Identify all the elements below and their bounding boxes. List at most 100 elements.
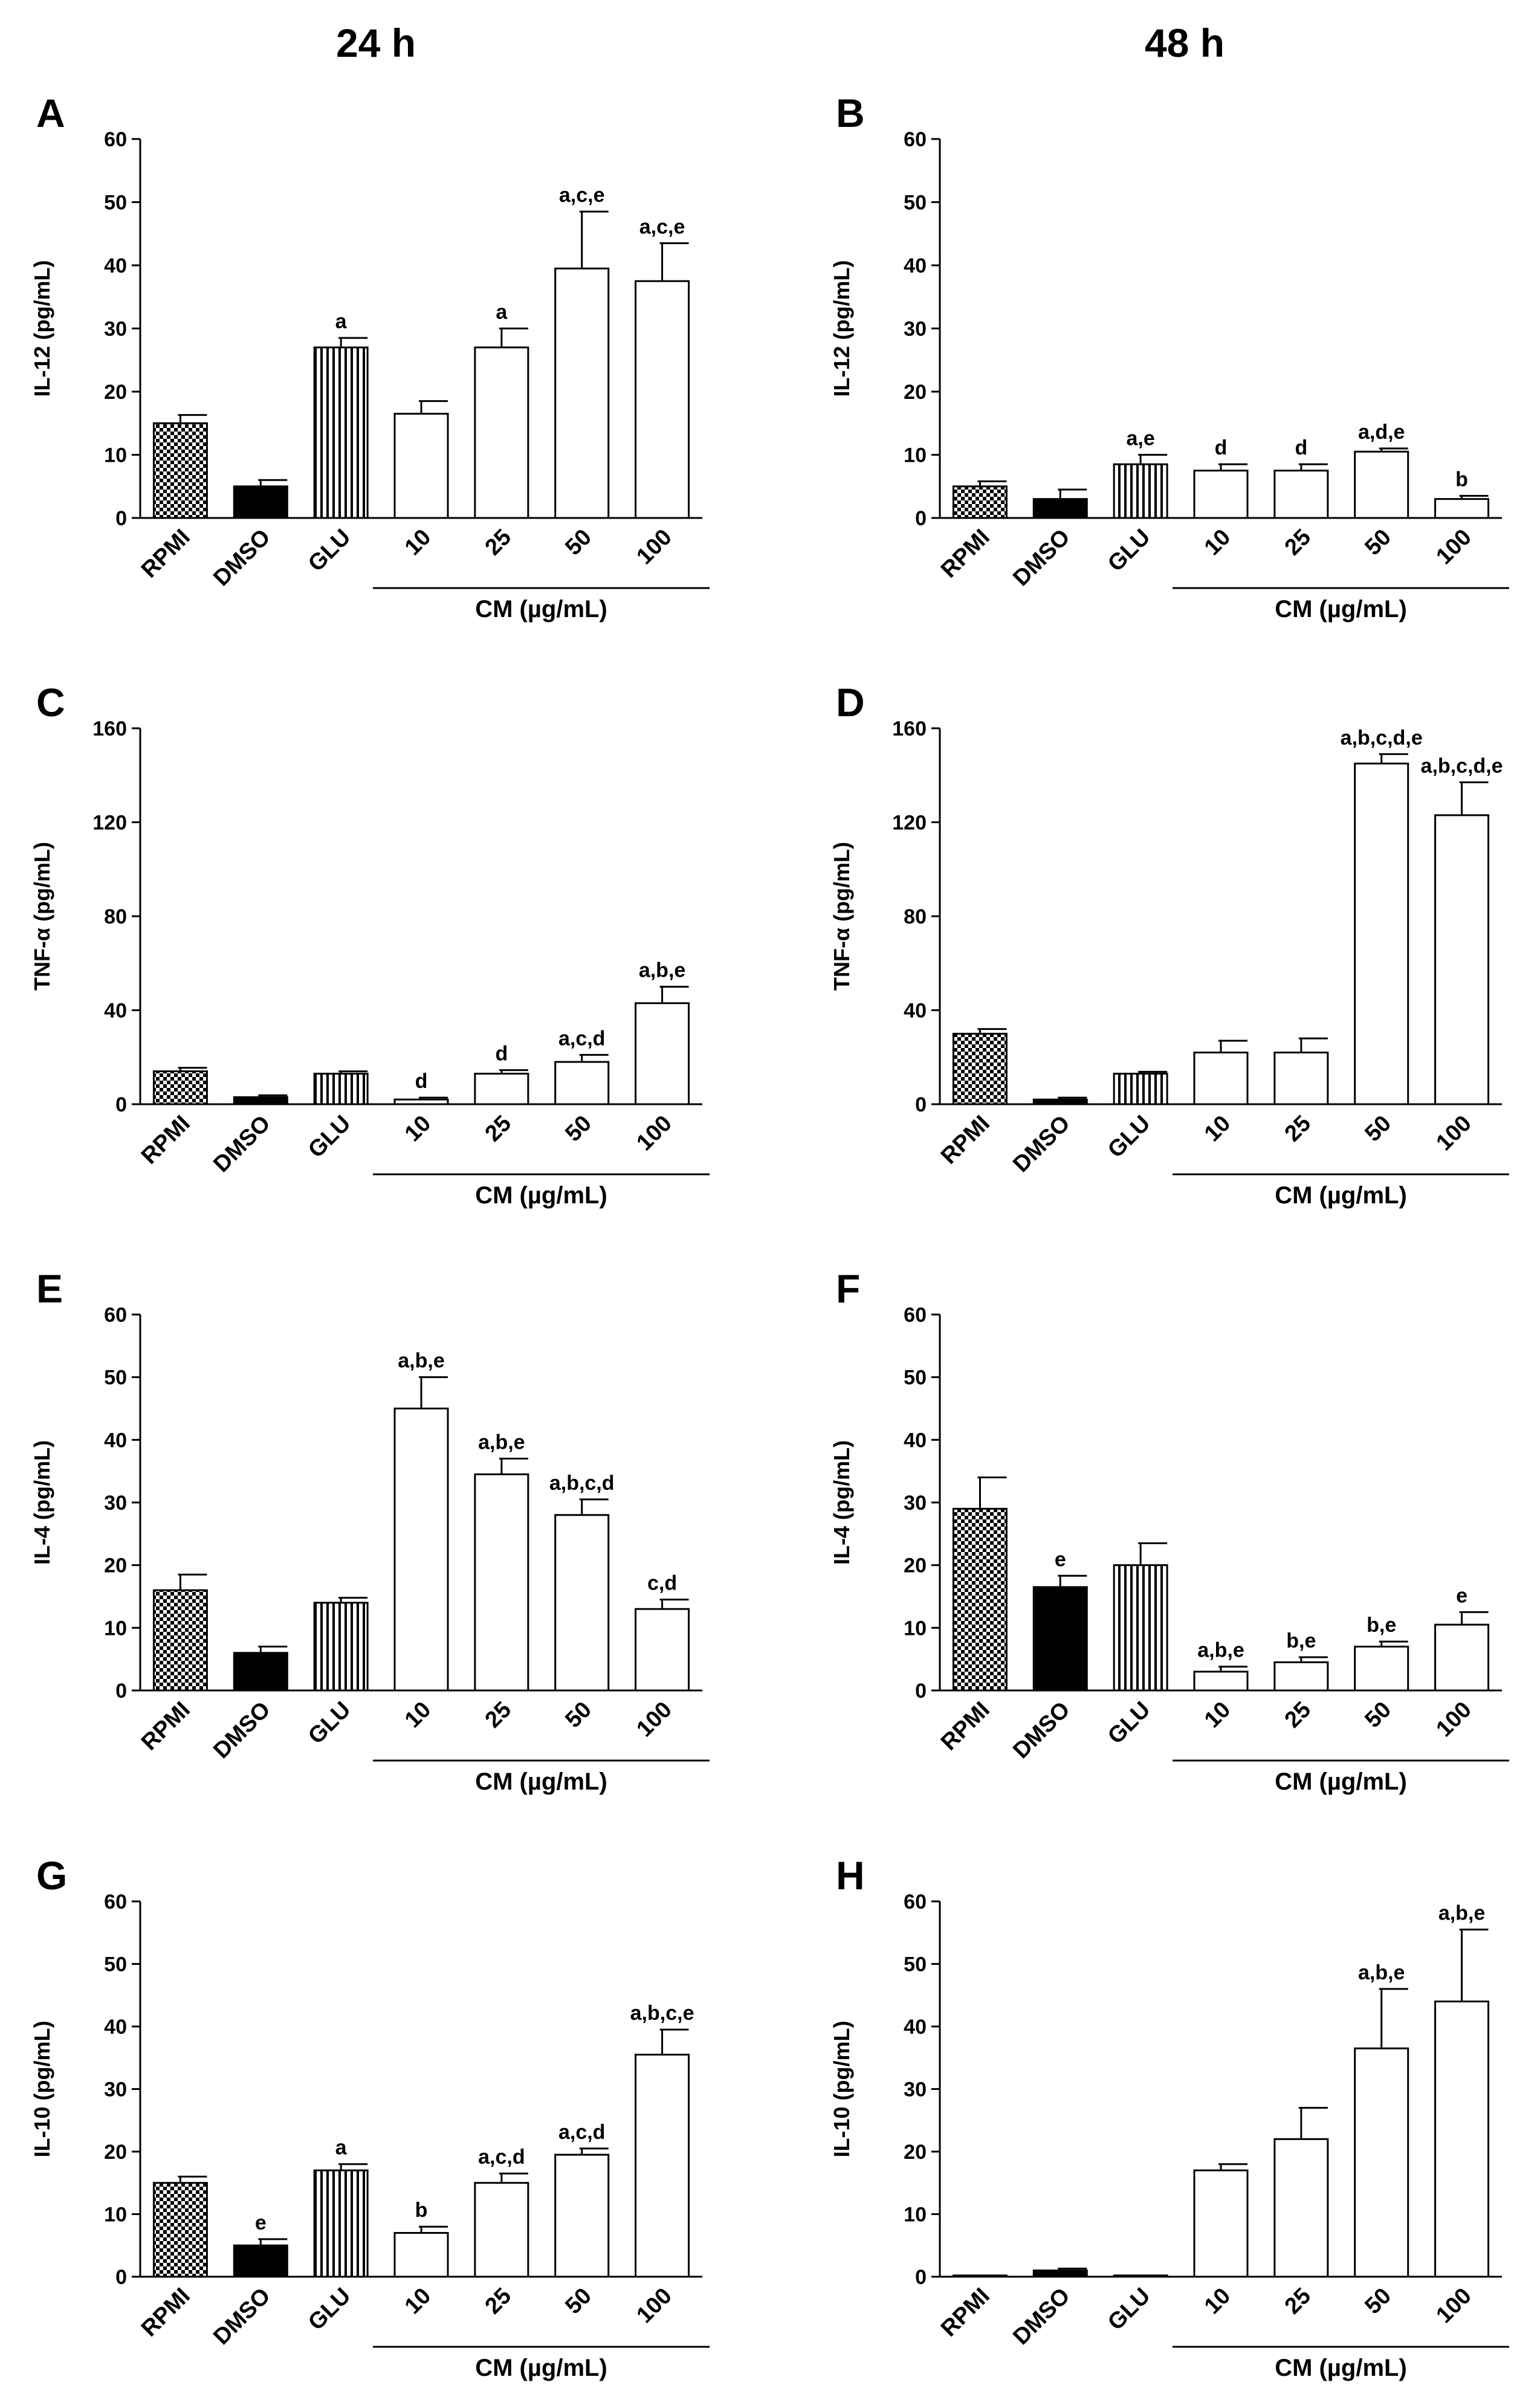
- significance-label: a,b,e: [478, 1431, 525, 1454]
- category-label: DMSO: [209, 1697, 275, 1764]
- category-label: GLU: [1103, 1111, 1155, 1163]
- panel-b: B IL-12 (pg/mL) 0 10 20 30 40 50 60 RPMI DMSO a,e GL…: [829, 91, 1509, 623]
- significance-label: a,c,d: [558, 2121, 605, 2144]
- y-tick-label: 60: [904, 1304, 927, 1327]
- y-tick-label: 10: [104, 444, 127, 467]
- bar-solid: [1032, 1098, 1088, 1105]
- header-24h: 24 h: [336, 21, 416, 65]
- bar-checker: [952, 2274, 1008, 2278]
- bar-open: [393, 1098, 449, 1105]
- category-label: 10: [400, 1697, 436, 1733]
- y-axis-label: TNF-α (pg/mL): [30, 842, 54, 991]
- bar-open: [1273, 1661, 1329, 1692]
- category-label: RPMI: [936, 2283, 995, 2342]
- y-tick-label: 80: [904, 905, 927, 928]
- bar-solid: [1032, 2269, 1088, 2278]
- y-tick-label: 60: [904, 128, 927, 151]
- bar-open: [635, 1002, 690, 1105]
- y-tick-label: 10: [904, 2204, 927, 2227]
- bar-open: [393, 1408, 449, 1692]
- y-tick-label: 10: [104, 1617, 127, 1640]
- significance-label: e: [1055, 1548, 1066, 1571]
- bar-open: [1193, 2169, 1249, 2278]
- bar-solid: [233, 1096, 288, 1105]
- category-label: 100: [1431, 2283, 1477, 2329]
- bar-solid: [1032, 1586, 1088, 1692]
- y-tick-label: 50: [904, 1367, 927, 1389]
- panel-e: E IL-4 (pg/mL) 0 10 20 30 40 50 60 RPMI DMSO GLU a,b…: [30, 1266, 710, 1795]
- y-axis-label: IL-4 (pg/mL): [30, 1440, 54, 1565]
- y-tick-label: 60: [104, 1304, 127, 1327]
- category-label: 100: [632, 2283, 677, 2329]
- bar-open: [554, 267, 610, 519]
- panel-letter: B: [836, 91, 865, 135]
- category-label: GLU: [1103, 2283, 1155, 2335]
- y-tick-label: 20: [904, 381, 927, 404]
- bar-open: [1273, 2138, 1329, 2278]
- significance-label: a,c,e: [559, 184, 605, 207]
- y-tick-label: 0: [915, 2266, 927, 2289]
- category-label: 25: [480, 1697, 517, 1733]
- significance-label: c,d: [647, 1572, 677, 1595]
- category-label: RPMI: [936, 1111, 995, 1169]
- category-label: DMSO: [209, 525, 275, 591]
- bar-checker: [952, 485, 1008, 519]
- y-tick-label: 160: [92, 717, 127, 740]
- significance-label: e: [1456, 1584, 1467, 1607]
- bar-open: [474, 1473, 529, 1692]
- bar-open: [1273, 470, 1329, 519]
- panel-letter: H: [836, 1853, 865, 1898]
- category-label: 10: [1200, 1697, 1236, 1733]
- bar-open: [1354, 450, 1409, 519]
- panel-letter: E: [36, 1266, 63, 1311]
- significance-label: a,b,e: [398, 1350, 444, 1373]
- category-label: GLU: [303, 525, 355, 577]
- y-axis-label: IL-10 (pg/mL): [30, 2021, 54, 2158]
- category-label: 100: [1431, 1111, 1477, 1156]
- significance-label: a,d,e: [1358, 421, 1405, 444]
- y-tick-label: 60: [104, 1891, 127, 1913]
- category-label: 25: [480, 2283, 517, 2320]
- category-label: 25: [1280, 525, 1316, 561]
- category-label: DMSO: [209, 1111, 275, 1177]
- significance-label: a: [335, 2136, 348, 2159]
- category-label: 100: [632, 1697, 677, 1742]
- category-label: RPMI: [137, 1697, 195, 1756]
- group-label: CM (µg/mL): [475, 2355, 607, 2381]
- category-label: 25: [480, 525, 517, 561]
- category-label: DMSO: [1008, 1111, 1075, 1177]
- category-label: 10: [1200, 525, 1236, 561]
- y-tick-label: 0: [915, 1680, 927, 1703]
- category-label: 100: [1431, 525, 1477, 570]
- y-tick-label: 30: [904, 318, 927, 341]
- y-tick-label: 30: [904, 2078, 927, 2101]
- panel-letter: D: [836, 680, 865, 725]
- y-tick-label: 160: [892, 717, 927, 740]
- category-label: DMSO: [1008, 525, 1075, 591]
- bar-hatched: [1113, 1072, 1168, 1105]
- y-tick-label: 30: [104, 2078, 127, 2101]
- category-label: 50: [560, 525, 597, 561]
- bar-open: [554, 1061, 610, 1105]
- y-tick-label: 50: [904, 1953, 927, 1976]
- group-label: CM (µg/mL): [475, 1768, 607, 1795]
- significance-label: b,e: [1286, 1629, 1316, 1652]
- bar-hatched: [1113, 463, 1168, 519]
- panel-letter: G: [36, 1853, 67, 1898]
- bar-open: [1434, 1623, 1490, 1692]
- significance-label: a,b,e: [639, 959, 685, 982]
- bar-hatched: [1113, 2274, 1168, 2278]
- y-tick-label: 20: [104, 1554, 127, 1577]
- significance-label: b,e: [1367, 1614, 1396, 1637]
- bar-open: [1193, 1671, 1249, 1692]
- panel-c: C TNF-α (pg/mL) 0 40 80 120 160 RPMI DMSO GLU d 10 d…: [30, 680, 710, 1209]
- panel-f: F IL-4 (pg/mL) 0 10 20 30 40 50 60 RPMI e DMSO GLU a,…: [829, 1266, 1509, 1795]
- y-tick-label: 20: [104, 2141, 127, 2164]
- group-label: CM (µg/mL): [475, 596, 607, 623]
- y-tick-label: 20: [904, 1554, 927, 1577]
- panel-letter: C: [36, 680, 65, 725]
- significance-label: b: [415, 2199, 428, 2222]
- y-tick-label: 0: [915, 1093, 927, 1116]
- group-label: CM (µg/mL): [1275, 2355, 1407, 2381]
